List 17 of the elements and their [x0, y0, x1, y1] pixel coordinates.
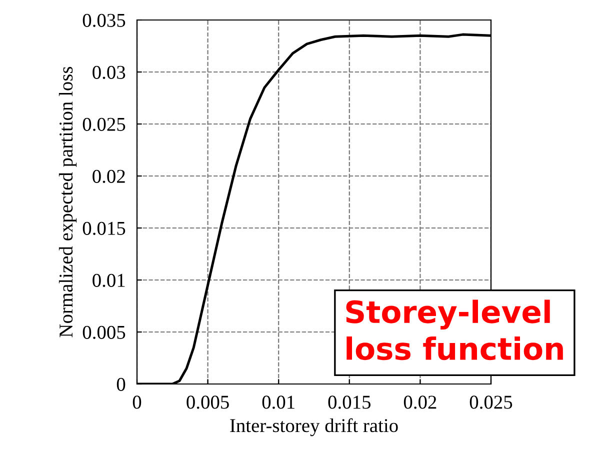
- y-tick-label: 0.02: [92, 170, 125, 184]
- x-tick-label: 0.025: [470, 396, 512, 409]
- y-tick-label: 0.035: [82, 14, 126, 28]
- x-tick-label: 0.02: [404, 396, 436, 409]
- y-tick-label: 0.01: [92, 274, 125, 288]
- y-tick-label: 0: [116, 378, 126, 391]
- y-tick-label: 0.015: [82, 222, 126, 236]
- x-tick-label: 0.005: [186, 396, 229, 409]
- x-tick-label: 0: [132, 396, 142, 409]
- annotation: Storey-level loss function: [346, 300, 563, 360]
- x-tick-label: 0.015: [328, 396, 371, 409]
- x-axis-title: Inter-storey drift ratio: [230, 418, 398, 436]
- x-tick-label: 0.01: [262, 396, 294, 409]
- y-tick-label: 0.03: [92, 66, 126, 80]
- y-axis-title: Normalized expected partition loss: [58, 66, 77, 338]
- y-tick-label: 0.025: [82, 118, 126, 132]
- y-tick-label: 0.005: [82, 326, 126, 340]
